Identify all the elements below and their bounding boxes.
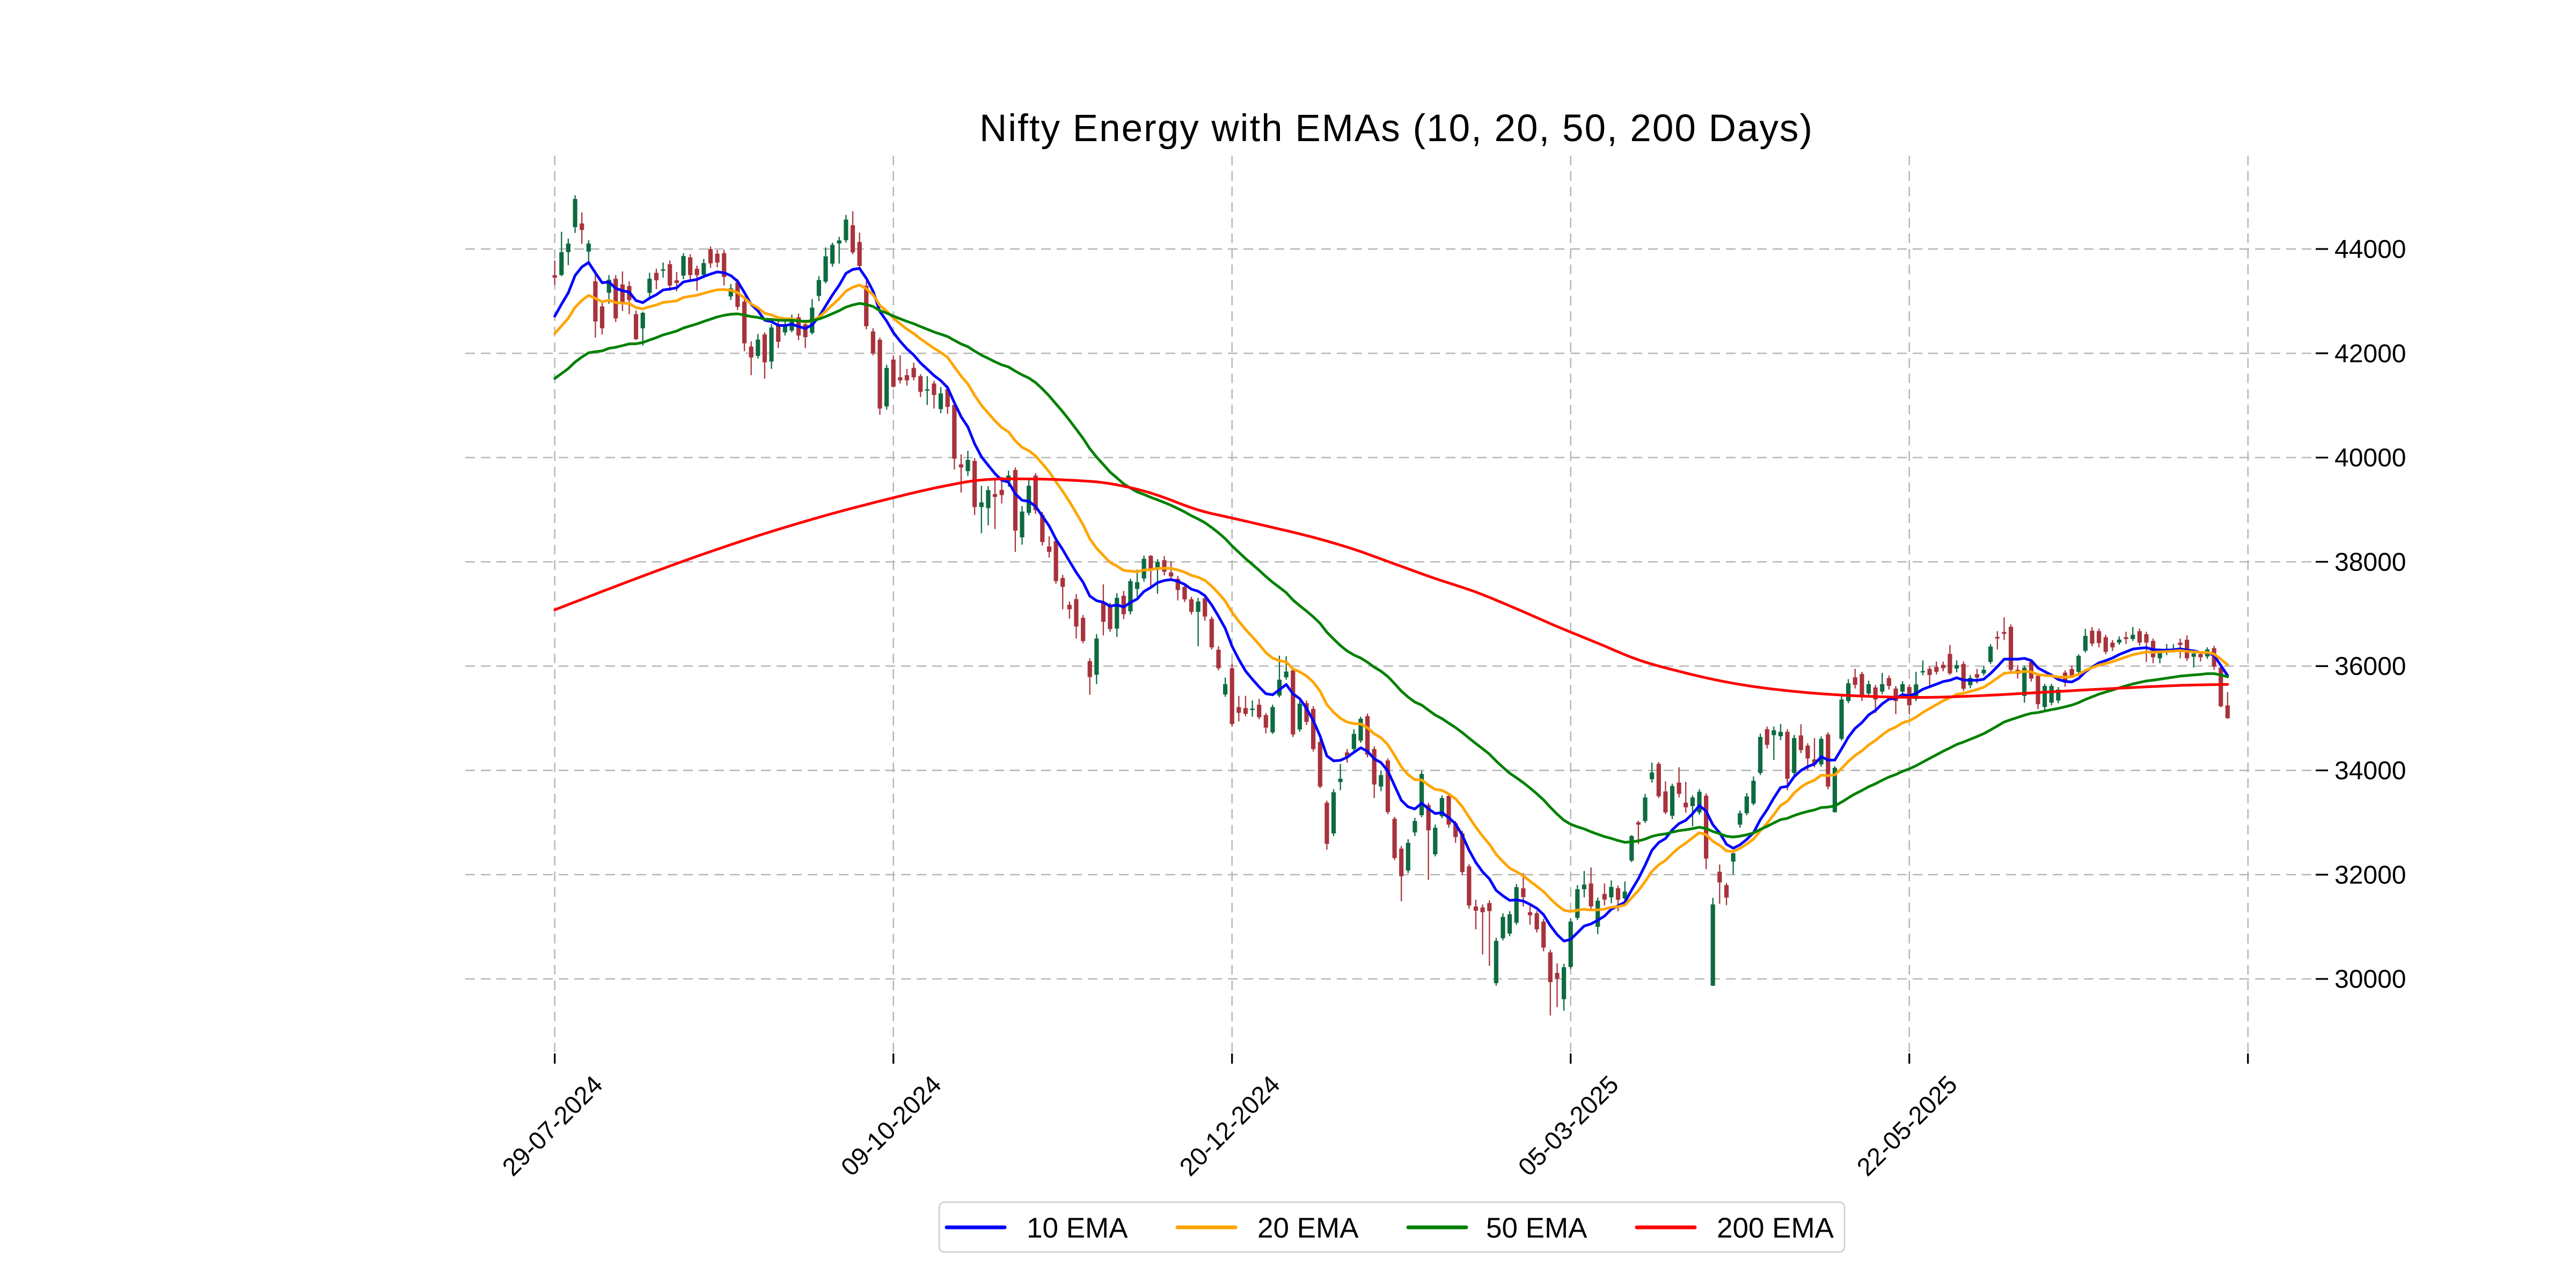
svg-text:38000: 38000 <box>2334 548 2406 576</box>
svg-text:Nifty Energy with EMAs (10, 20: Nifty Energy with EMAs (10, 20, 50, 200 … <box>979 107 1813 150</box>
svg-text:32000: 32000 <box>2334 861 2406 889</box>
svg-text:44000: 44000 <box>2334 236 2406 264</box>
svg-text:20 EMA: 20 EMA <box>1257 1212 1359 1244</box>
svg-text:42000: 42000 <box>2334 340 2406 368</box>
svg-text:50 EMA: 50 EMA <box>1486 1212 1587 1244</box>
svg-text:30000: 30000 <box>2334 965 2406 994</box>
svg-text:36000: 36000 <box>2334 653 2406 681</box>
svg-text:10 EMA: 10 EMA <box>1027 1212 1128 1244</box>
svg-text:34000: 34000 <box>2334 757 2406 785</box>
svg-text:200 EMA: 200 EMA <box>1717 1212 1834 1244</box>
svg-text:40000: 40000 <box>2334 444 2406 472</box>
